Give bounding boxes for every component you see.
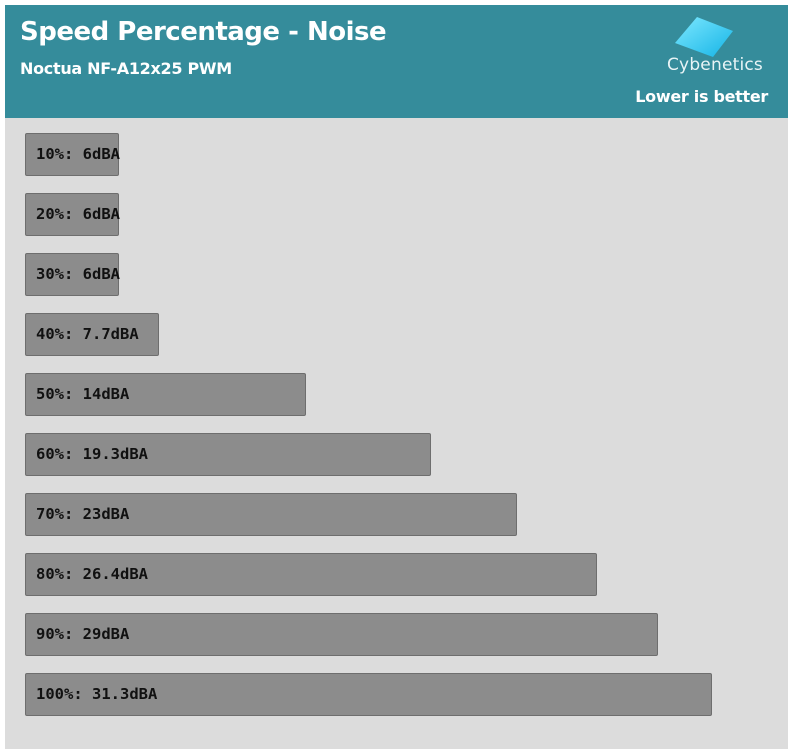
chart-subtitle: Noctua NF-A12x25 PWM — [20, 59, 232, 78]
bar-70pct — [25, 493, 517, 536]
bar-100pct — [25, 673, 712, 716]
bar-label-40pct: 40%: 7.7dBA — [36, 325, 139, 343]
bar-label-50pct: 50%: 14dBA — [36, 385, 130, 403]
bar-plot-area: 10%: 6dBA 20%: 6dBA 30%: 6dBA 40%: 7.7dBA 50… — [5, 118, 788, 749]
bar-label-80pct: 80%: 26.4dBA — [36, 565, 148, 583]
bar-80pct — [25, 553, 597, 596]
bar-30pct — [25, 253, 119, 296]
lower-is-better-note: Lower is better — [635, 87, 768, 106]
bar-label-30pct: 30%: 6dBA — [36, 265, 120, 283]
bar-label-90pct: 90%: 29dBA — [36, 625, 130, 643]
bar-label-20pct: 20%: 6dBA — [36, 205, 120, 223]
bar-label-10pct: 10%: 6dBA — [36, 145, 120, 163]
chart-frame: Speed Percentage - Noise Noctua NF-A12x2… — [5, 5, 788, 749]
cybenetics-logo: Cybenetics — [665, 15, 765, 81]
chart-title: Speed Percentage - Noise — [20, 17, 387, 47]
bar-label-70pct: 70%: 23dBA — [36, 505, 130, 523]
bar-50pct — [25, 373, 306, 416]
bar-90pct — [25, 613, 658, 656]
chart-header: Speed Percentage - Noise Noctua NF-A12x2… — [5, 5, 788, 118]
bar-10pct — [25, 133, 119, 176]
bar-label-100pct: 100%: 31.3dBA — [36, 685, 158, 703]
logo-icon — [675, 17, 733, 57]
logo-text: Cybenetics — [666, 55, 763, 75]
bar-40pct — [25, 313, 159, 356]
bar-20pct — [25, 193, 119, 236]
bar-label-60pct: 60%: 19.3dBA — [36, 445, 148, 463]
bar-60pct — [25, 433, 431, 476]
